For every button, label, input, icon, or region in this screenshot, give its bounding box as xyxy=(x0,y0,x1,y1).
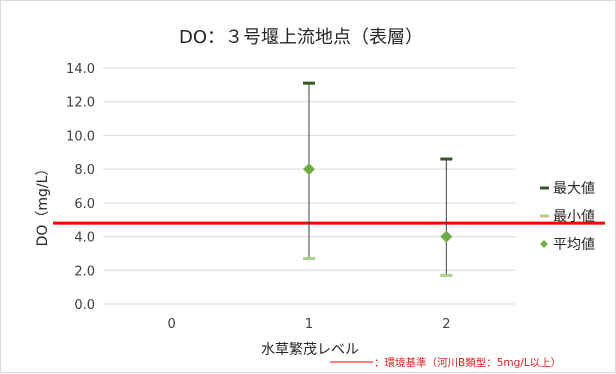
y-tick-label: 10.0 xyxy=(66,129,95,144)
legend-entry-label: 平均値 xyxy=(553,237,595,253)
x-tick-label: 0 xyxy=(168,317,176,332)
chart-title: DO：３号堰上流地点（表層） xyxy=(179,27,423,48)
x-axis-label: 水草繁茂レベル xyxy=(261,341,359,358)
legend-entry-label: 最大値 xyxy=(553,181,595,197)
reference-annotation-label: ：環境基準（河川B類型：5mg/L以上） xyxy=(374,356,561,369)
y-tick-label: 6.0 xyxy=(74,197,95,212)
data-marks xyxy=(303,81,453,277)
x-tick-labels: 0 1 2 xyxy=(168,317,451,332)
y-tick-label: 8.0 xyxy=(74,163,95,178)
mean-marker xyxy=(303,163,315,176)
y-tick-label: 0.0 xyxy=(74,298,95,313)
y-tick-label: 14.0 xyxy=(66,62,95,77)
x-tick-label: 2 xyxy=(442,317,450,332)
y-tick-labels: 0.0 2.0 4.0 6.0 8.0 10.0 12.0 14.0 xyxy=(66,62,95,313)
reference-annotation: ：環境基準（河川B類型：5mg/L以上） xyxy=(330,356,561,369)
x-tick-label: 1 xyxy=(305,317,313,332)
legend-marker-mean xyxy=(540,240,548,248)
legend-entry-label: 最小値 xyxy=(553,209,595,225)
mean-marker xyxy=(440,230,453,243)
y-tick-label: 2.0 xyxy=(74,264,95,279)
y-tick-label: 12.0 xyxy=(66,96,95,111)
y-axis-label: DO（mg/L） xyxy=(35,162,51,247)
y-tick-label: 4.0 xyxy=(74,231,95,246)
